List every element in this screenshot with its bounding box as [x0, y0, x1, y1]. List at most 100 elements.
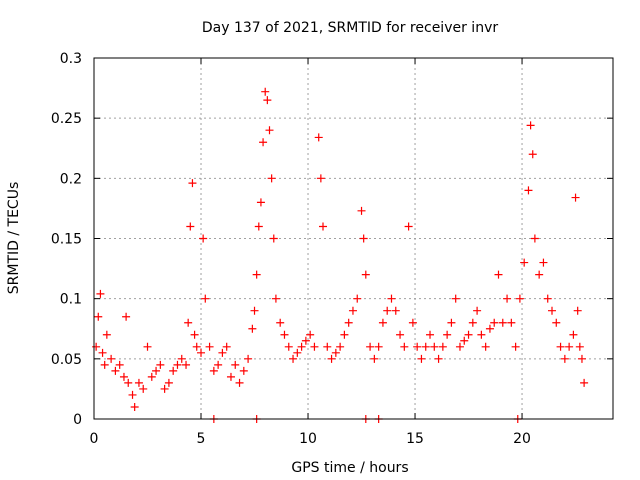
data-point	[314, 133, 323, 142]
data-point	[515, 294, 524, 303]
data-point	[235, 378, 244, 387]
data-point	[256, 198, 265, 207]
data-point	[316, 174, 325, 183]
data-point	[128, 390, 137, 399]
data-point	[173, 360, 182, 369]
data-point	[331, 348, 340, 357]
data-point	[130, 402, 139, 411]
data-point	[490, 318, 499, 327]
y-tick-label: 0.2	[60, 171, 82, 187]
data-point	[160, 384, 169, 393]
data-point	[306, 330, 315, 339]
x-tick-label: 0	[90, 431, 99, 447]
data-point	[560, 354, 569, 363]
data-point	[177, 354, 186, 363]
data-point	[396, 330, 405, 339]
x-axis-label: GPS time / hours	[291, 460, 408, 476]
data-point	[473, 306, 482, 315]
data-point	[115, 360, 124, 369]
y-tick-label: 0.3	[60, 51, 82, 67]
data-point	[284, 342, 293, 351]
data-point	[98, 348, 107, 357]
data-point	[226, 372, 235, 381]
data-point	[327, 354, 336, 363]
data-point	[218, 348, 227, 357]
data-point	[494, 270, 503, 279]
data-point	[248, 324, 257, 333]
data-point	[205, 342, 214, 351]
data-point	[111, 366, 120, 375]
data-point	[271, 294, 280, 303]
data-point	[239, 366, 248, 375]
data-point	[348, 306, 357, 315]
data-point	[259, 138, 268, 147]
data-point	[383, 306, 392, 315]
data-point	[139, 384, 148, 393]
data-point	[434, 354, 443, 363]
y-tick-label: 0.05	[51, 352, 82, 368]
data-point	[244, 354, 253, 363]
data-point	[447, 318, 456, 327]
data-point	[387, 294, 396, 303]
data-point	[143, 342, 152, 351]
data-point	[520, 258, 529, 267]
data-point	[164, 378, 173, 387]
data-point	[280, 330, 289, 339]
data-point	[92, 342, 101, 351]
data-point	[391, 306, 400, 315]
data-point	[186, 222, 195, 231]
data-point	[188, 179, 197, 188]
data-point	[575, 342, 584, 351]
data-point	[543, 294, 552, 303]
data-point	[481, 342, 490, 351]
x-tick-label: 20	[513, 431, 531, 447]
data-point	[323, 342, 332, 351]
data-point	[254, 222, 263, 231]
data-point	[184, 318, 193, 327]
data-point	[276, 318, 285, 327]
data-point	[353, 294, 362, 303]
data-point	[222, 342, 231, 351]
data-point	[209, 366, 218, 375]
data-point	[96, 289, 105, 298]
data-point	[263, 96, 272, 105]
data-point	[378, 318, 387, 327]
data-point	[565, 342, 574, 351]
data-point	[571, 193, 580, 202]
data-points	[92, 87, 589, 423]
data-point	[400, 342, 409, 351]
data-point	[261, 87, 270, 96]
data-point	[408, 318, 417, 327]
data-point	[404, 222, 413, 231]
data-point	[421, 342, 430, 351]
data-point	[182, 360, 191, 369]
y-axis-label: SRMTID / TECUs	[6, 182, 22, 295]
data-point	[569, 330, 578, 339]
data-point	[573, 306, 582, 315]
y-tick-label: 0.15	[51, 232, 82, 248]
y-tick-label: 0.1	[60, 292, 82, 308]
data-point	[413, 342, 422, 351]
data-point	[477, 330, 486, 339]
data-point	[152, 366, 161, 375]
data-point	[122, 312, 131, 321]
data-point	[340, 330, 349, 339]
data-point	[374, 342, 383, 351]
data-point	[535, 270, 544, 279]
y-tick-label: 0.25	[51, 111, 82, 127]
data-point	[301, 336, 310, 345]
data-point	[119, 372, 128, 381]
data-point	[250, 306, 259, 315]
x-tick-label: 15	[406, 431, 424, 447]
data-point	[231, 360, 240, 369]
data-point	[417, 354, 426, 363]
data-point	[451, 294, 460, 303]
data-point	[156, 360, 165, 369]
data-point	[511, 342, 520, 351]
data-point	[265, 126, 274, 135]
data-point	[344, 318, 353, 327]
data-point	[147, 372, 156, 381]
data-point	[214, 360, 223, 369]
data-point	[443, 330, 452, 339]
data-point	[507, 318, 516, 327]
